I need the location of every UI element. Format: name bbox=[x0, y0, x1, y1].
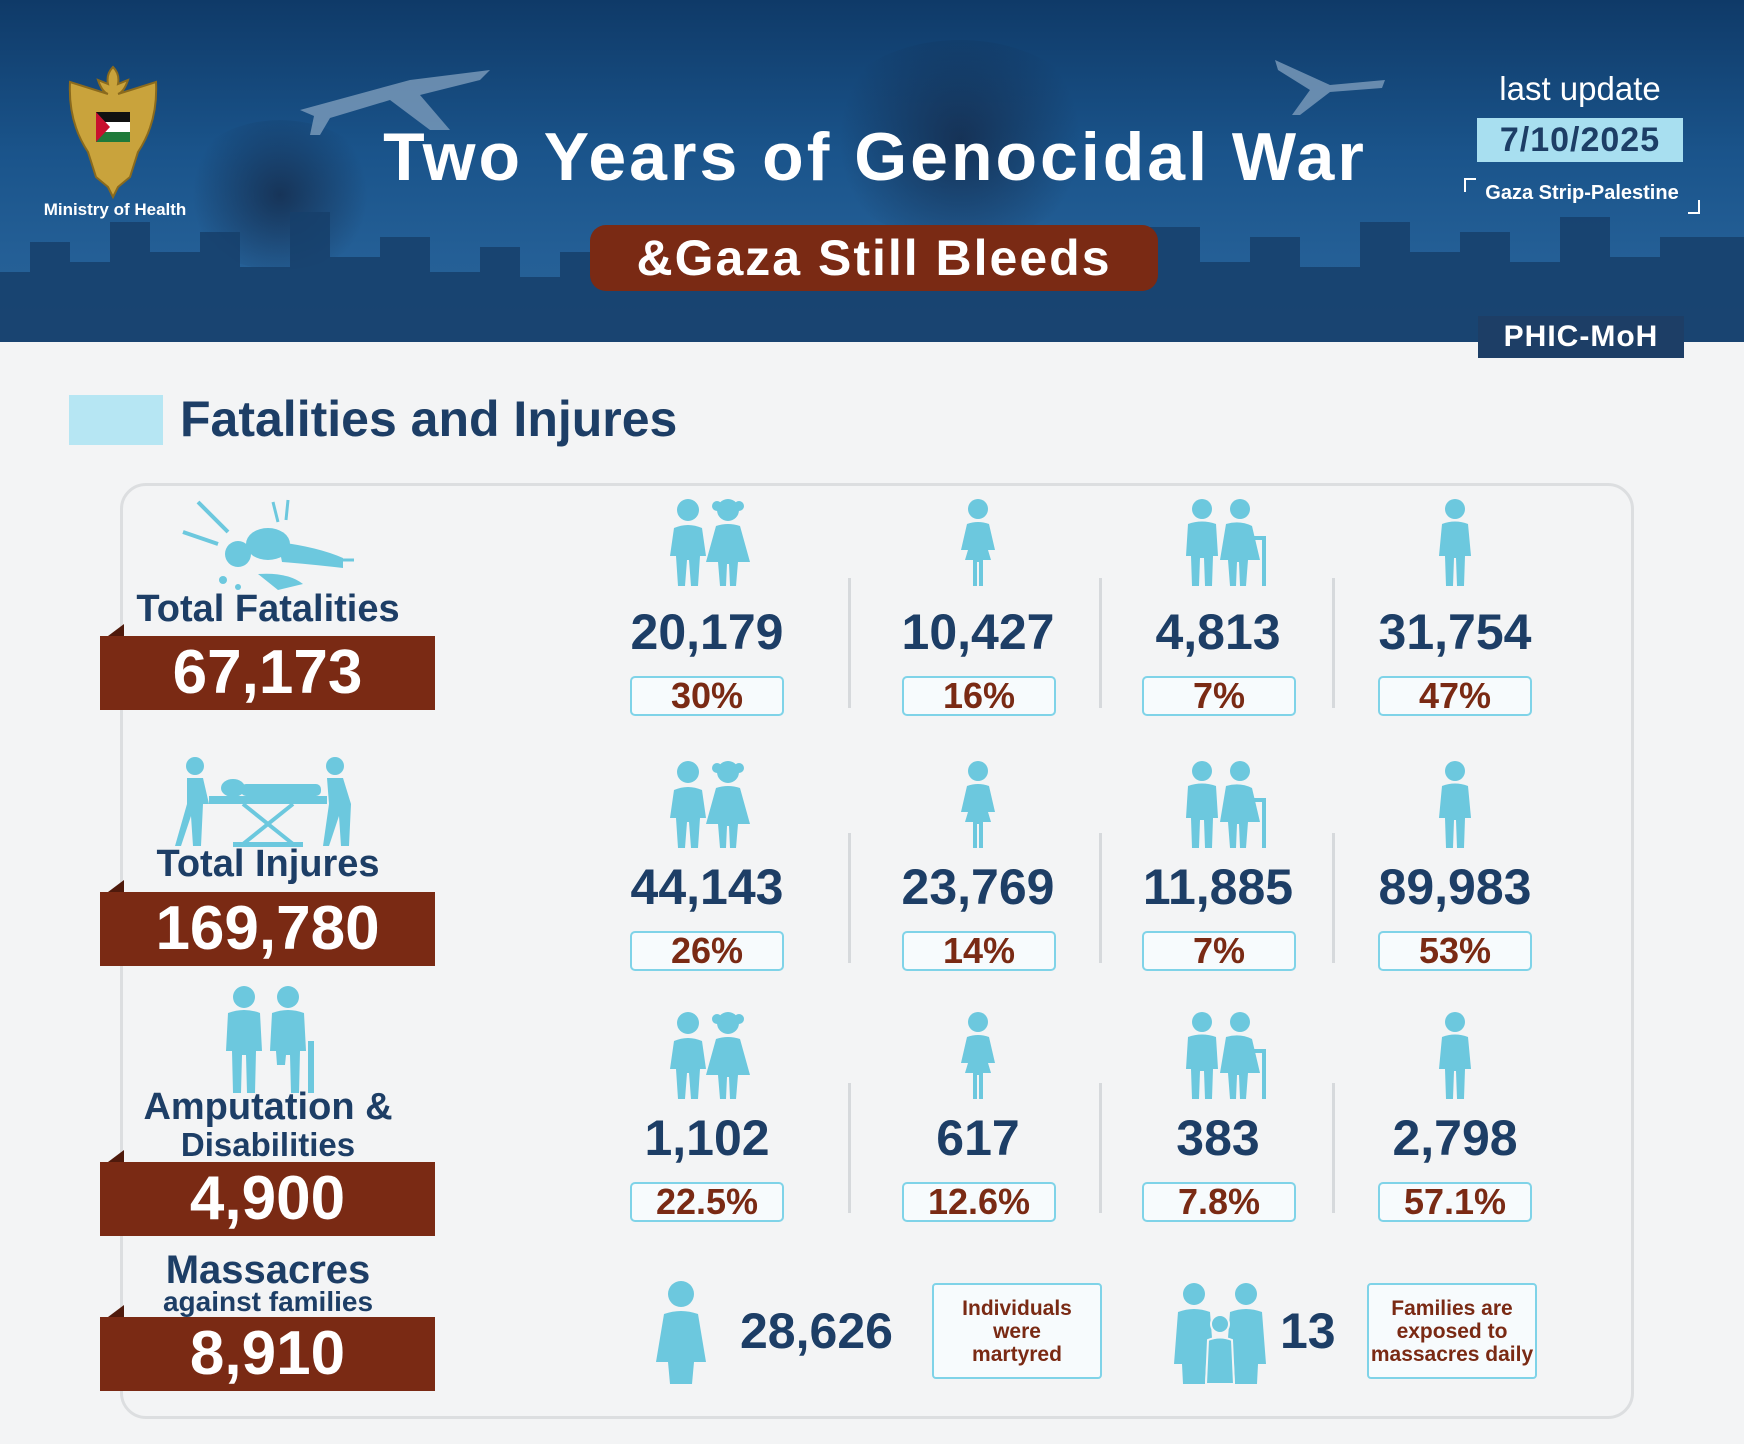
woman-icon bbox=[953, 1010, 1003, 1102]
stat-value: 20,179 bbox=[630, 604, 784, 660]
note-line: were bbox=[993, 1319, 1041, 1343]
total-fatalities-value: 67,173 bbox=[100, 636, 435, 710]
elderly-icon bbox=[1170, 759, 1270, 851]
families-daily-value: 13 bbox=[1280, 1303, 1336, 1359]
man-icon bbox=[1430, 759, 1480, 851]
stat-value: 4,813 bbox=[1155, 604, 1281, 660]
total-amputation-value: 4,900 bbox=[100, 1162, 435, 1236]
stat-percent: 7% bbox=[1142, 931, 1296, 971]
stat-percent: 7% bbox=[1142, 676, 1296, 716]
page-subtitle: &Gaza Still Bleeds bbox=[590, 225, 1158, 291]
stat-percent: 26% bbox=[630, 931, 784, 971]
column-separator bbox=[848, 578, 851, 708]
individuals-note: Individuals were martyred bbox=[932, 1283, 1102, 1379]
row-label-against-families: against families bbox=[162, 1286, 374, 1317]
drone-silhouette bbox=[1275, 60, 1385, 115]
column-separator bbox=[848, 833, 851, 963]
total-injuries-value: 169,780 bbox=[100, 892, 435, 966]
woman-icon bbox=[953, 759, 1003, 851]
region-label: Gaza Strip-Palestine bbox=[1485, 182, 1679, 204]
stat-value: 1,102 bbox=[644, 1110, 770, 1166]
stat-percent: 30% bbox=[630, 676, 784, 716]
children-icon bbox=[658, 497, 758, 589]
stat-percent: 53% bbox=[1378, 931, 1532, 971]
note-line: Individuals bbox=[962, 1296, 1072, 1320]
section-title: Fatalities and Injures bbox=[180, 391, 678, 447]
source-badge: PHIC-MoH bbox=[1478, 316, 1684, 358]
note-line: exposed to bbox=[1396, 1319, 1508, 1343]
column-separator bbox=[1099, 578, 1102, 708]
palestine-eagle-emblem-icon bbox=[68, 65, 158, 200]
stat-percent: 16% bbox=[902, 676, 1056, 716]
family-icon bbox=[1174, 1283, 1266, 1385]
person-icon bbox=[656, 1281, 706, 1384]
stretcher-icon bbox=[175, 757, 351, 847]
families-note: Families are exposed to massacres daily bbox=[1367, 1283, 1537, 1379]
page-title: Two Years of Genocidal War bbox=[383, 119, 1367, 195]
stat-value: 31,754 bbox=[1378, 604, 1532, 660]
column-separator bbox=[1099, 833, 1102, 963]
woman-icon bbox=[953, 497, 1003, 589]
stat-percent: 12.6% bbox=[902, 1182, 1056, 1222]
column-separator bbox=[1332, 833, 1335, 963]
column-separator bbox=[1332, 578, 1335, 708]
jet-silhouette bbox=[300, 70, 490, 135]
stat-value: 23,769 bbox=[901, 859, 1055, 915]
row-label-amputation: Amputation & bbox=[143, 1086, 393, 1128]
smoke-cloud bbox=[820, 40, 1100, 240]
region-bracket-right bbox=[1688, 200, 1700, 214]
row-label-fatalities: Total Fatalities bbox=[136, 588, 400, 630]
note-line: Families are bbox=[1391, 1296, 1513, 1320]
stat-percent: 22.5% bbox=[630, 1182, 784, 1222]
total-massacres-value: 8,910 bbox=[100, 1317, 435, 1391]
city-skyline bbox=[0, 212, 1744, 342]
stat-value: 44,143 bbox=[630, 859, 784, 915]
region-bracket-left bbox=[1464, 178, 1476, 192]
individuals-martyred-value: 28,626 bbox=[740, 1303, 893, 1359]
fallen-person-icon bbox=[182, 499, 354, 590]
header-banner: Ministry of Health Two Years of Genocida… bbox=[0, 0, 1744, 342]
stat-value: 11,885 bbox=[1142, 859, 1294, 915]
stat-value: 10,427 bbox=[901, 604, 1055, 660]
column-separator bbox=[848, 1083, 851, 1213]
last-update-label: last update bbox=[1499, 70, 1661, 107]
stat-value: 89,983 bbox=[1378, 859, 1532, 915]
man-icon bbox=[1430, 497, 1480, 589]
note-line: martyred bbox=[972, 1342, 1062, 1366]
row-label-massacres: Massacres bbox=[165, 1248, 371, 1292]
stat-value: 2,798 bbox=[1392, 1110, 1518, 1166]
column-separator bbox=[1099, 1083, 1102, 1213]
last-update-date: 7/10/2025 bbox=[1477, 118, 1683, 162]
amputee-icon bbox=[226, 986, 314, 1093]
column-separator bbox=[1332, 1083, 1335, 1213]
elderly-icon bbox=[1170, 497, 1270, 589]
row-label-disabilities: Disabilities bbox=[180, 1126, 356, 1163]
stat-percent: 7.8% bbox=[1142, 1182, 1296, 1222]
stat-value: 383 bbox=[1176, 1110, 1260, 1166]
stat-percent: 47% bbox=[1378, 676, 1532, 716]
row-label-injuries: Total Injures bbox=[156, 843, 380, 885]
children-icon bbox=[658, 1010, 758, 1102]
section-marker bbox=[69, 395, 163, 445]
children-icon bbox=[658, 759, 758, 851]
stat-percent: 57.1% bbox=[1378, 1182, 1532, 1222]
ministry-name: Ministry of Health bbox=[43, 200, 187, 219]
elderly-icon bbox=[1170, 1010, 1270, 1102]
man-icon bbox=[1430, 1010, 1480, 1102]
stat-value: 617 bbox=[936, 1110, 1020, 1166]
stat-percent: 14% bbox=[902, 931, 1056, 971]
note-line: massacres daily bbox=[1370, 1342, 1534, 1366]
